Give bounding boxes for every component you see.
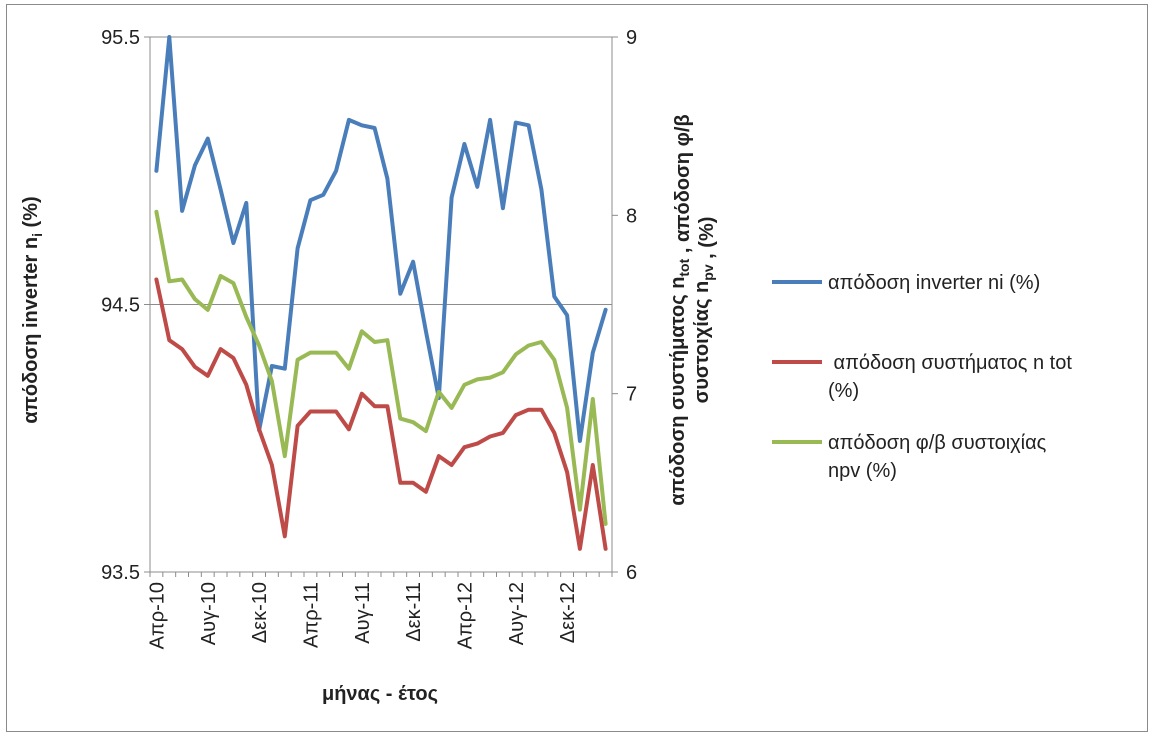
legend-entry-1: απόδοση συστήματος n tot (%) bbox=[772, 352, 1072, 402]
y-tick-label: 93.5 bbox=[101, 562, 140, 584]
x-tick-label: Αυγ-10 bbox=[198, 582, 220, 645]
x-axis-title: μήνας - έτος bbox=[322, 683, 438, 705]
legend-label: απόδοση συστήματος n tot bbox=[828, 352, 1072, 374]
x-tick-label: Δεκ-12 bbox=[557, 582, 579, 643]
y2-tick-label: 7 bbox=[626, 384, 637, 406]
legend-label: απόδοση φ/β συστοιχίας bbox=[828, 432, 1047, 454]
x-tick-label: Απρ-10 bbox=[146, 582, 168, 649]
legend-label: npv (%) bbox=[828, 460, 897, 482]
series-line-0 bbox=[154, 35, 608, 443]
y-tick-label: 94.5 bbox=[101, 295, 140, 317]
series-layer bbox=[154, 35, 608, 551]
y2-tick-label: 9 bbox=[626, 27, 637, 49]
y2-axis-title-line-1: απόδοση συστήματος ntot , απόδοση φ/β bbox=[667, 114, 694, 505]
legend: απόδοση inverter ni (%) απόδοση συστήματ… bbox=[772, 272, 1072, 482]
axes bbox=[144, 36, 618, 577]
series-line-1 bbox=[154, 277, 608, 551]
y2-axis-title-group: απόδοση συστήματος ntot , απόδοση φ/β συ… bbox=[667, 114, 718, 505]
legend-entry-2: απόδοση φ/β συστοιχίας npv (%) bbox=[772, 432, 1047, 482]
x-tick-label: Απρ-12 bbox=[454, 582, 476, 649]
tick-labels: 93.5 94.5 95.5 6 7 8 9 Απρ-10 Αυγ-10 Δεκ-10 Απρ-11… bbox=[101, 27, 637, 649]
y2-tick-label: 8 bbox=[626, 205, 637, 227]
gridlines bbox=[150, 36, 612, 573]
x-tick-label: Αυγ-11 bbox=[352, 582, 374, 644]
y-axis-title: απόδοση inverter ni (%) bbox=[20, 196, 45, 423]
legend-label: (%) bbox=[828, 380, 859, 402]
y2-tick-label: 6 bbox=[626, 562, 637, 584]
x-tick-label: Δεκ-10 bbox=[249, 582, 271, 643]
legend-entry-0: απόδοση inverter ni (%) bbox=[772, 272, 1040, 294]
series-line-2 bbox=[154, 209, 608, 526]
y2-axis-title-line-2: συστοιχίας npv , (%) bbox=[691, 217, 718, 404]
x-tick-label: Απρ-11 bbox=[300, 582, 322, 648]
y-axis-title-group: απόδοση inverter ni (%) bbox=[20, 196, 45, 423]
x-tick-label: Δεκ-11 bbox=[403, 582, 425, 642]
legend-label: απόδοση inverter ni (%) bbox=[828, 272, 1040, 294]
x-tick-label: Αυγ-12 bbox=[506, 582, 528, 645]
y-tick-label: 95.5 bbox=[101, 27, 140, 49]
